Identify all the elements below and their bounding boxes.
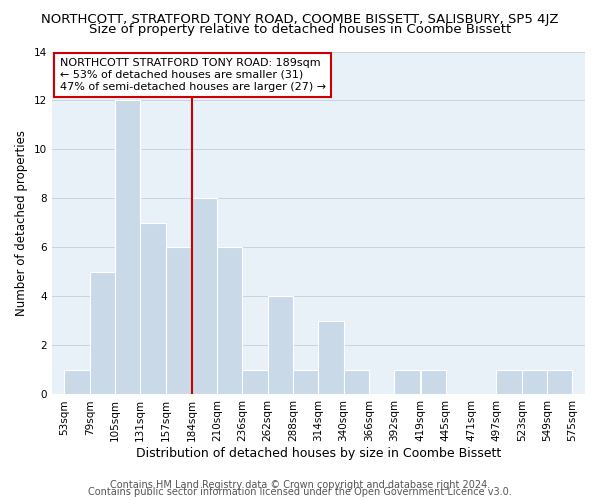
- Bar: [496, 370, 522, 394]
- Text: NORTHCOTT, STRATFORD TONY ROAD, COOMBE BISSETT, SALISBURY, SP5 4JZ: NORTHCOTT, STRATFORD TONY ROAD, COOMBE B…: [41, 12, 559, 26]
- Text: Contains public sector information licensed under the Open Government Licence v3: Contains public sector information licen…: [88, 487, 512, 497]
- Text: NORTHCOTT STRATFORD TONY ROAD: 189sqm
← 53% of detached houses are smaller (31)
: NORTHCOTT STRATFORD TONY ROAD: 189sqm ← …: [59, 58, 326, 92]
- X-axis label: Distribution of detached houses by size in Coombe Bissett: Distribution of detached houses by size …: [136, 447, 501, 460]
- Bar: [166, 248, 191, 394]
- Bar: [522, 370, 547, 394]
- Bar: [293, 370, 319, 394]
- Bar: [344, 370, 369, 394]
- Y-axis label: Number of detached properties: Number of detached properties: [15, 130, 28, 316]
- Bar: [192, 198, 217, 394]
- Bar: [421, 370, 446, 394]
- Bar: [394, 370, 419, 394]
- Bar: [140, 223, 166, 394]
- Bar: [547, 370, 572, 394]
- Bar: [268, 296, 293, 394]
- Bar: [319, 321, 344, 394]
- Bar: [64, 370, 89, 394]
- Bar: [242, 370, 268, 394]
- Bar: [89, 272, 115, 394]
- Bar: [217, 248, 242, 394]
- Text: Contains HM Land Registry data © Crown copyright and database right 2024.: Contains HM Land Registry data © Crown c…: [110, 480, 490, 490]
- Text: Size of property relative to detached houses in Coombe Bissett: Size of property relative to detached ho…: [89, 22, 511, 36]
- Bar: [115, 100, 140, 395]
